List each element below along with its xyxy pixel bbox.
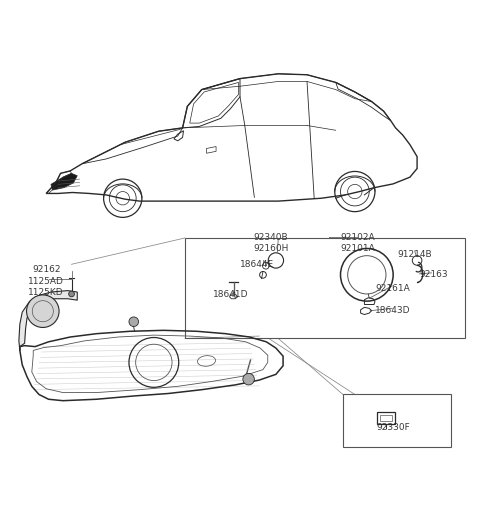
Text: 92162
1125AD
1125KD: 92162 1125AD 1125KD xyxy=(28,265,64,297)
Bar xyxy=(185,238,465,338)
Text: 18641D: 18641D xyxy=(213,290,248,299)
Polygon shape xyxy=(51,173,77,190)
Text: 92340B
92160H: 92340B 92160H xyxy=(253,233,289,253)
Text: 18644E: 18644E xyxy=(240,260,274,269)
Text: 18643D: 18643D xyxy=(375,306,411,315)
Circle shape xyxy=(129,317,139,326)
Bar xyxy=(343,394,451,447)
Text: 92330F: 92330F xyxy=(376,424,410,432)
Circle shape xyxy=(243,373,254,385)
Circle shape xyxy=(69,291,74,297)
Polygon shape xyxy=(19,291,77,350)
Text: 91214B: 91214B xyxy=(397,250,432,259)
Text: 92163: 92163 xyxy=(420,270,448,279)
Text: 92102A
92101A: 92102A 92101A xyxy=(340,233,374,253)
Circle shape xyxy=(26,295,59,327)
Text: 92161A: 92161A xyxy=(376,284,410,293)
